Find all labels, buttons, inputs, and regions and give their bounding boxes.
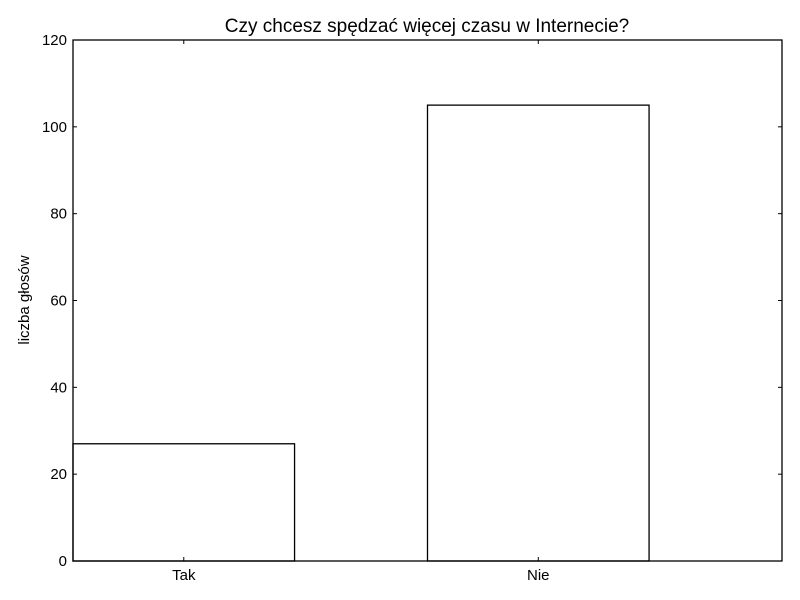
y-tick-label: 60 bbox=[50, 293, 67, 310]
plot-frame bbox=[72, 39, 783, 562]
x-tick-label: Tak bbox=[172, 567, 196, 584]
y-tick-label: 100 bbox=[42, 119, 67, 136]
chart-title: Czy chcesz spędzać więcej czasu w Intern… bbox=[225, 16, 629, 37]
ticks-group: Tak Nie 0 20 40 60 80 100 120 bbox=[42, 32, 782, 584]
bar-tak bbox=[72, 443, 296, 562]
y-tick-label: 80 bbox=[50, 206, 67, 223]
bars-group bbox=[72, 104, 650, 562]
y-tick-label: 120 bbox=[42, 32, 67, 49]
x-tick-label: Nie bbox=[527, 567, 550, 584]
y-tick-label: 40 bbox=[50, 379, 67, 396]
y-tick-label: 20 bbox=[50, 466, 67, 483]
bar-nie bbox=[426, 104, 650, 562]
y-tick-label: 0 bbox=[59, 553, 67, 570]
y-axis-label: liczba głosów bbox=[16, 255, 33, 344]
